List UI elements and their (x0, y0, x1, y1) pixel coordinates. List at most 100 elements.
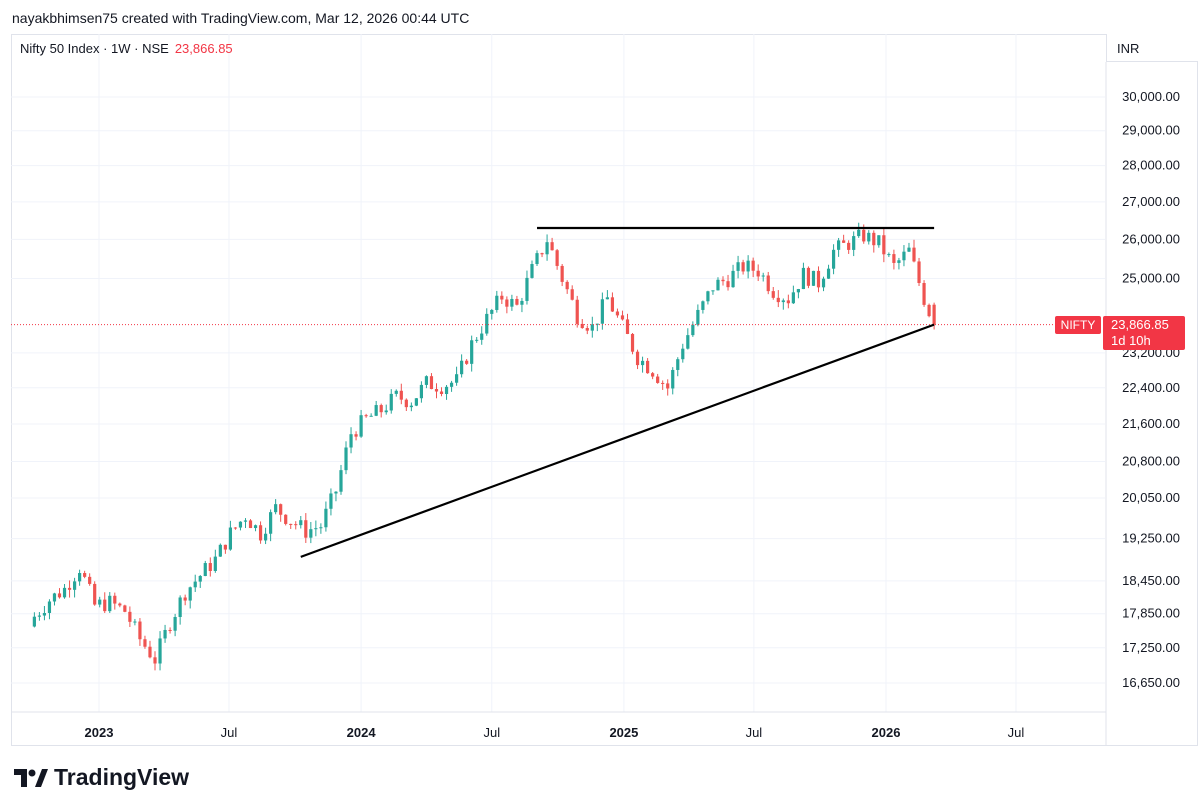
y-tick-label: 29,000.00 (1122, 123, 1180, 138)
candle-body (93, 583, 97, 605)
candle-body (32, 616, 36, 627)
candle-body (882, 235, 886, 255)
candle-body (304, 520, 308, 538)
bar-countdown: 1d 10h (1111, 333, 1151, 348)
candle-body (113, 595, 117, 604)
candle-body (585, 328, 589, 331)
candle-body (661, 382, 665, 384)
candle-body (615, 311, 620, 316)
candle-body (354, 434, 358, 437)
x-tick-label: 2026 (872, 725, 901, 740)
symbol-legend[interactable]: Nifty 50 Index · 1W · NSE 23,866.85 (20, 41, 233, 56)
candle-body (671, 369, 675, 389)
candle-body (319, 527, 323, 529)
candle-body (897, 260, 901, 263)
candle-body (434, 389, 439, 392)
candle-body (681, 348, 685, 360)
candle-body (218, 544, 222, 557)
candle-body (460, 360, 464, 375)
candle-body (837, 240, 841, 250)
chart-frame[interactable] (11, 34, 1198, 746)
candle-body (731, 270, 735, 288)
candle-body (580, 323, 584, 329)
candle-body (696, 309, 700, 325)
candle-body (414, 398, 418, 406)
candle-body (424, 376, 429, 385)
candle-body (640, 360, 645, 366)
candle-body (233, 527, 238, 529)
candle-body (862, 229, 866, 242)
candle-body (198, 576, 202, 582)
candle-body (605, 297, 609, 300)
candle-body (223, 544, 227, 550)
y-tick-label: 22,400.00 (1122, 380, 1180, 395)
x-tick-label: Jul (746, 725, 763, 740)
candle-body (590, 324, 594, 331)
candle-body (711, 290, 715, 292)
candle-body (238, 521, 243, 528)
time-axis[interactable]: 2023 Jul 2024 Jul 2025 Jul 2026 Jul (85, 725, 1025, 740)
candle-body (917, 261, 921, 283)
candle-body (877, 235, 881, 246)
candle-body (475, 339, 479, 341)
candle-body (872, 232, 876, 246)
y-tick-label: 25,000.00 (1122, 270, 1180, 285)
candle-body (771, 291, 775, 298)
candle-body (635, 351, 640, 366)
candle-body (480, 333, 484, 340)
candle-body (37, 615, 42, 617)
candle-body (62, 587, 67, 598)
candle-body (540, 253, 544, 255)
y-tick-label: 19,250.00 (1122, 531, 1180, 546)
trendlines (300, 226, 935, 558)
candle-body (686, 335, 690, 349)
candle-body (394, 390, 398, 394)
candle-body (98, 599, 102, 605)
candle-body (173, 616, 177, 631)
candle-body (163, 629, 167, 639)
candle-body (781, 300, 785, 303)
currency-button[interactable]: INR (1106, 34, 1198, 62)
candle-body (932, 304, 936, 325)
candle-body (625, 319, 630, 334)
tradingview-logo-icon (14, 768, 48, 787)
candle-body (329, 493, 333, 509)
candle-body (42, 612, 47, 616)
y-tick-label: 28,000.00 (1122, 158, 1180, 173)
candle-body (133, 621, 137, 623)
candle-body (560, 265, 564, 282)
tradingview-logo[interactable]: TradingView (14, 764, 189, 791)
y-tick-label: 21,600.00 (1122, 416, 1180, 431)
x-tick-label: Jul (483, 725, 500, 740)
candle-body (726, 281, 730, 288)
candle-body (656, 376, 660, 383)
candle-body (439, 391, 444, 395)
candle-body (651, 373, 655, 377)
candle-body (83, 573, 87, 577)
candle-body (263, 533, 268, 541)
candle-body (67, 587, 72, 590)
candle-body (284, 514, 288, 524)
candle-body (374, 405, 378, 416)
candle-body (57, 593, 62, 598)
candle-body (666, 383, 670, 389)
candle-body (299, 520, 303, 526)
candle-body (545, 242, 549, 255)
candle-body (821, 278, 826, 288)
candle-body (228, 527, 233, 550)
candle-body (334, 491, 338, 494)
candle-body (314, 528, 318, 530)
candle-body (148, 646, 152, 658)
candle-body (88, 576, 92, 584)
candle-body (927, 304, 931, 317)
candle-body (339, 470, 343, 492)
y-tick-label: 26,000.00 (1122, 231, 1180, 246)
candle-body (253, 525, 258, 529)
price-axis[interactable]: 30,000.00 29,000.00 28,000.00 27,000.00 26,0… (1122, 89, 1180, 690)
candle-body (359, 415, 363, 437)
candle-body (610, 297, 615, 312)
candle-body (404, 399, 408, 408)
candle-body (766, 275, 770, 292)
candle-body (620, 315, 625, 320)
